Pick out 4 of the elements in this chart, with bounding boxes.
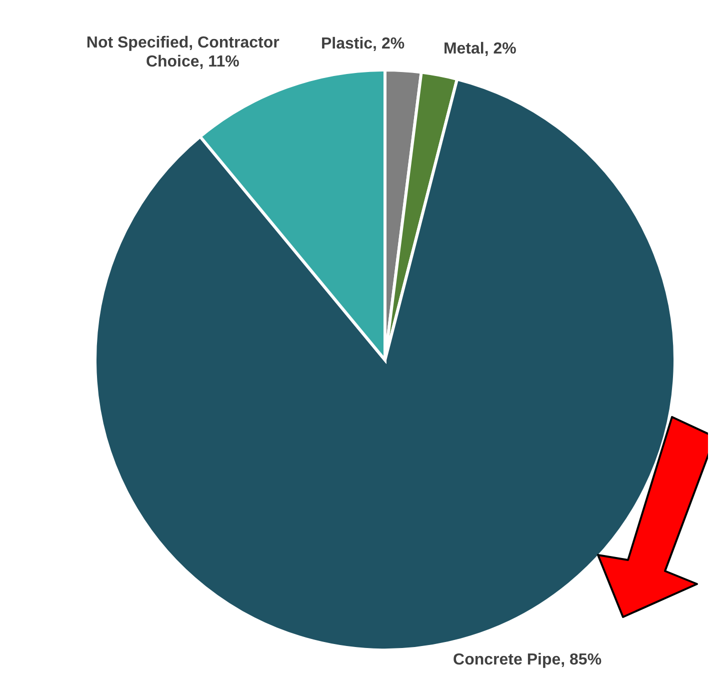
slice-label: Metal, 2% — [443, 40, 516, 58]
slice-label: Concrete Pipe, 85% — [453, 651, 602, 668]
slice-label: Plastic, 2% — [320, 36, 405, 53]
slice-label: Not Specified, Contractor Choice, 11% — [86, 34, 280, 70]
